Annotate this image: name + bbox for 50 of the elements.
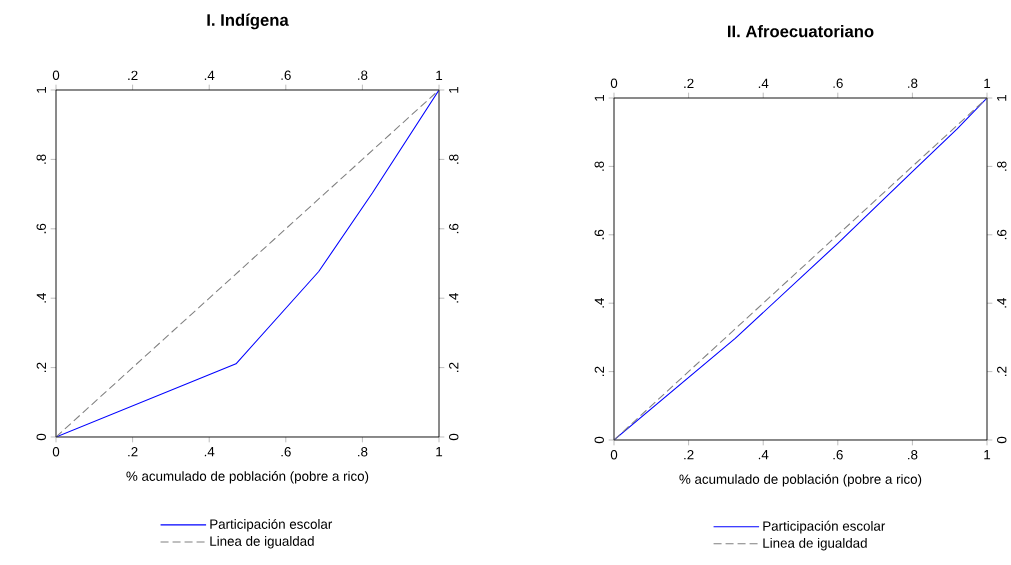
x-tick-label: 1 (984, 78, 991, 88)
y-tick-label: .2 (594, 366, 604, 376)
y2-tick-label: 1 (449, 86, 459, 93)
y-tick-label: .8 (36, 154, 46, 164)
x2-tick-label: 1 (436, 70, 443, 80)
y-tick-label: .6 (594, 229, 604, 240)
y-tick-label: .2 (36, 362, 46, 372)
x2-tick-label: .2 (128, 70, 138, 80)
y2-tick-label: .4 (997, 298, 1007, 308)
x-tick-label: 0 (52, 447, 60, 457)
x2-tick-label: 0 (52, 70, 60, 80)
x-tick-label: .8 (358, 447, 368, 457)
y-tick-label: 0 (36, 433, 46, 441)
chart-title: I. Indígena (207, 13, 289, 30)
y-tick-label: .6 (36, 223, 46, 234)
y-tick-label: 1 (36, 86, 46, 93)
y2-tick-label: 0 (449, 433, 459, 441)
x-tick-label: .6 (833, 78, 843, 88)
legend-label: Participación escolar (210, 518, 333, 532)
x-axis-title: % acumulado de población (pobre a rico) (126, 470, 369, 484)
y-tick-label: 1 (594, 94, 604, 101)
x-tick-label: .4 (758, 78, 769, 88)
y2-tick-label: .6 (449, 223, 459, 234)
y-tick-label: .4 (36, 293, 46, 303)
y-tick-label: 0 (594, 436, 604, 444)
x-tick-label: .8 (908, 78, 918, 88)
x-tick-label: 0 (610, 78, 618, 88)
x2-tick-label: .8 (358, 70, 368, 80)
y-tick-label: .4 (594, 298, 604, 308)
legend-label: Linea de igualdad (210, 536, 314, 549)
y-tick-label: .8 (594, 161, 604, 171)
x-tick-label: 1 (436, 447, 443, 457)
y2-tick-label: .8 (449, 154, 459, 164)
x2-tick-label: .6 (281, 70, 291, 80)
legend-label: Participación escolar (763, 520, 886, 534)
x2-tick-label: .4 (204, 70, 215, 80)
y2-tick-label: 1 (997, 94, 1007, 101)
x-tick-label: .4 (204, 447, 215, 457)
y2-tick-label: .2 (449, 362, 459, 372)
y2-tick-label: 0 (997, 436, 1007, 444)
chart-title: II. Afroecuatoriano (727, 25, 874, 38)
y2-tick-label: .8 (997, 161, 1007, 171)
x-tick-label: .2 (684, 78, 694, 88)
x-axis-title: % acumulado de población (pobre a rico) (679, 473, 922, 487)
y2-tick-label: .2 (997, 366, 1007, 376)
y2-tick-label: .6 (997, 229, 1007, 240)
y2-tick-label: .4 (449, 293, 459, 303)
legend-label: Linea de igualdad (763, 537, 867, 551)
x-tick-label: .6 (281, 447, 291, 457)
x-tick-label: .2 (128, 447, 138, 457)
